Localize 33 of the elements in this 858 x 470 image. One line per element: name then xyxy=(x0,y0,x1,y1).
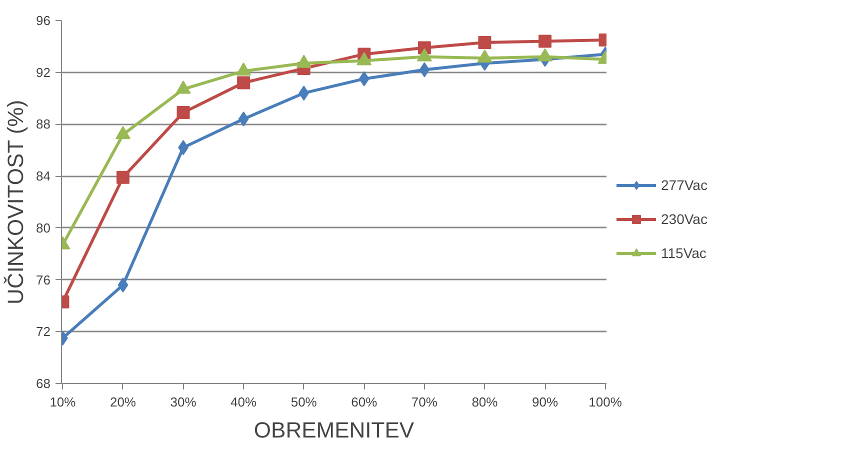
y-tick-label: 84 xyxy=(36,168,51,184)
y-tick-label: 88 xyxy=(36,116,51,132)
x-axis-title: OBREMENITEV xyxy=(254,418,414,442)
x-tick-label: 80% xyxy=(472,394,498,410)
y-tick-label: 80 xyxy=(36,220,51,236)
y-tick-label: 92 xyxy=(36,64,51,80)
x-tick-label: 50% xyxy=(290,394,318,410)
legend-label: 277Vac xyxy=(661,177,708,193)
x-tick-label: 40% xyxy=(230,394,258,410)
x-tick-label: 30% xyxy=(170,394,197,410)
y-tick-label: 72 xyxy=(36,324,51,340)
x-tick-label: 70% xyxy=(411,394,438,410)
x-tick-label: 90% xyxy=(532,394,558,410)
point xyxy=(478,36,492,50)
legend-label: 115Vac xyxy=(661,245,706,261)
x-tick-label: 100% xyxy=(588,394,622,410)
point xyxy=(238,112,249,127)
y-tick-label: 76 xyxy=(36,272,51,288)
point xyxy=(237,76,250,90)
x-tick-label: 10% xyxy=(50,394,76,410)
y-tick-label: 68 xyxy=(36,376,51,391)
legend-label: 230Vac xyxy=(661,211,708,227)
point xyxy=(419,62,430,78)
point xyxy=(358,71,370,86)
x-tick-label: 60% xyxy=(351,394,378,410)
point xyxy=(116,170,130,184)
point xyxy=(298,86,310,101)
y-axis-title: UČINKOVITOST (%) xyxy=(3,100,28,304)
point xyxy=(118,277,128,292)
x-tick-label: 20% xyxy=(110,394,136,410)
point xyxy=(538,34,552,48)
point xyxy=(176,106,190,120)
y-tick-label: 96 xyxy=(36,13,51,28)
